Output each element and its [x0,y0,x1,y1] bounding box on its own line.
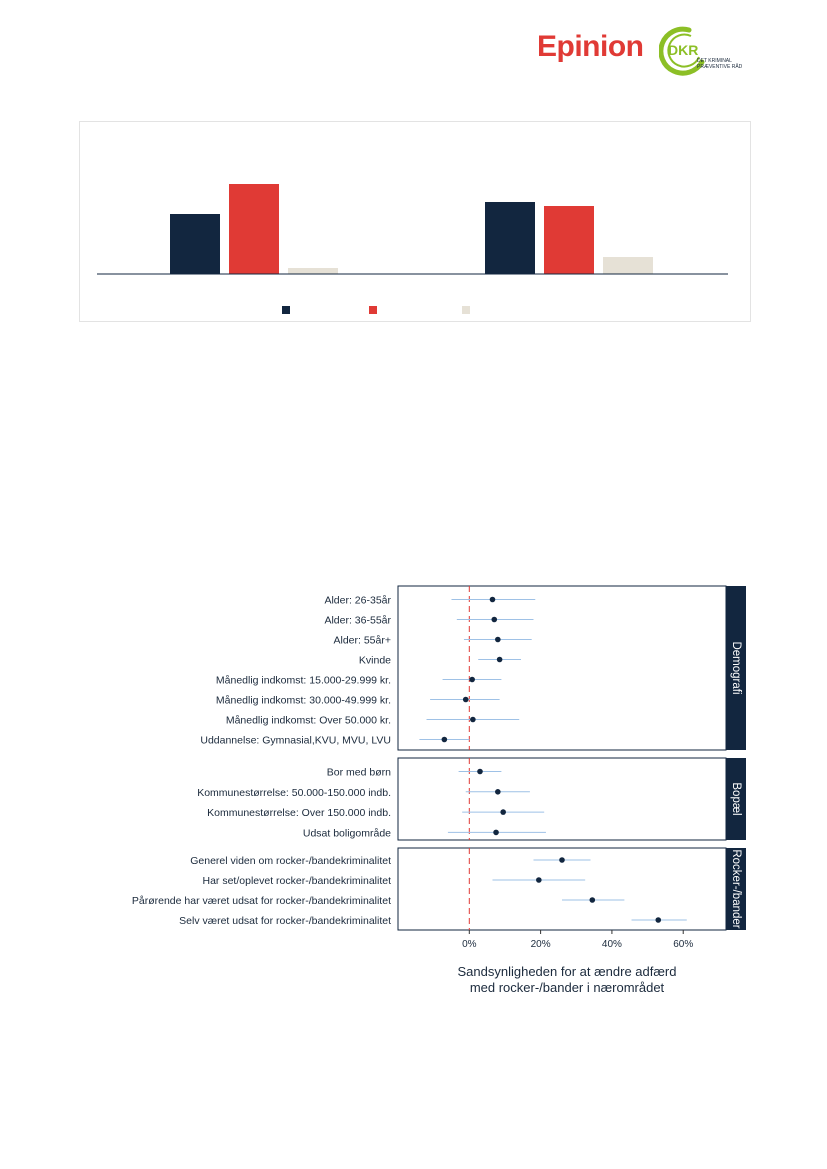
dkr-ring-icon: DKR [658,26,705,76]
legend-swatch-3 [462,306,470,314]
row-label: Bor med børn [327,767,391,779]
estimate-point [496,656,503,663]
panel-strip-3 [726,848,746,930]
legend-swatch-1 [282,306,290,314]
x-tick-label: 40% [602,939,622,950]
bar-g2-s3 [603,257,653,274]
estimate-point [489,596,496,603]
row-label: Alder: 26-35år [324,595,391,607]
row-label: Kvinde [359,655,391,667]
dkr-subtitle-line2: PRÆVENTIVE RÅD [697,64,743,70]
dkr-logo: DKR DET KRIMINAL PRÆVENTIVE RÅD [658,24,755,80]
dkr-subtitle-line1: DET KRIMINAL [697,58,732,64]
coefficient-plot-svg: Demografi Alder: 26-35år Alder: 36-55år Ald… [132,585,746,995]
row-label: Månedlig indkomst: 30.000-49.999 kr. [216,695,391,707]
estimate-point [493,829,499,836]
bar-g1-s1 [170,214,220,274]
estimate-point [536,877,542,883]
estimate-point [477,768,483,775]
row-label: Månedlig indkomst: Over 50.000 kr. [226,715,391,727]
bar-g2-s1 [485,202,535,274]
row-label: Pårørende har været udsat for rocker-/ba… [132,895,391,907]
x-tick-label: 0% [462,939,477,950]
row-label: Alder: 36-55år [324,615,391,627]
epinion-logo: Epinion [537,30,644,63]
panel-strip-2 [726,758,746,840]
bar-g2-s2 [544,206,594,274]
estimate-point [462,696,469,703]
bar-g1-s2 [229,184,279,274]
estimate-point [589,897,596,903]
x-tick-label: 20% [531,939,551,950]
x-tick-label: 60% [673,939,693,950]
legend-swatch-2 [369,306,377,314]
row-label: Har set/oplevet rocker-/bandekriminalite… [203,875,392,887]
row-label: Uddannelse: Gymnasial,KVU, MVU, LVU [200,735,391,747]
row-label: Selv været udsat for rocker-/bandekrimin… [179,915,391,927]
row-label: Kommunestørrelse: Over 150.000 indb. [207,807,391,819]
header: Epinion DKR DET KRIMINAL PRÆVENTIVE RÅD [537,24,757,80]
row-label: Generel viden om rocker-/bandekriminalit… [190,855,391,867]
row-label: Kommunestørrelse: 50.000-150.000 indb. [197,787,391,799]
panel-label-3: Rocker-/bander [730,849,742,928]
estimate-point [500,809,506,815]
panel-label-2: Bopæl [730,782,742,815]
estimate-point [470,716,476,723]
estimate-point [655,917,662,923]
row-label: Alder: 55år+ [334,635,392,647]
row-label: Udsat boligområde [303,827,391,839]
bar-chart [79,121,751,322]
panel-label-1: Demografi [730,641,742,694]
estimate-point [495,789,501,795]
estimate-point [559,857,565,863]
bar-g1-s3 [288,268,338,274]
x-axis-label-line1: Sandsynligheden for at ændre adfærd [458,964,677,979]
x-axis-label-line2: med rocker-/bander i nærområdet [470,980,665,995]
estimate-point [491,616,498,623]
panel-box-1 [397,585,727,751]
estimate-point [441,736,448,743]
dkr-text: DKR [668,42,698,58]
coefficient-plot: Demografi Alder: 26-35år Alder: 36-55år Ald… [100,582,780,1002]
row-label: Månedlig indkomst: 15.000-29.999 kr. [216,675,391,687]
dkr-subtitle: DET KRIMINAL PRÆVENTIVE RÅD [697,58,742,70]
panel-strip-1 [726,586,746,750]
panel-box-2 [397,757,727,841]
bar-chart-svg [97,184,728,314]
estimate-point [469,676,475,683]
estimate-point [495,636,501,643]
